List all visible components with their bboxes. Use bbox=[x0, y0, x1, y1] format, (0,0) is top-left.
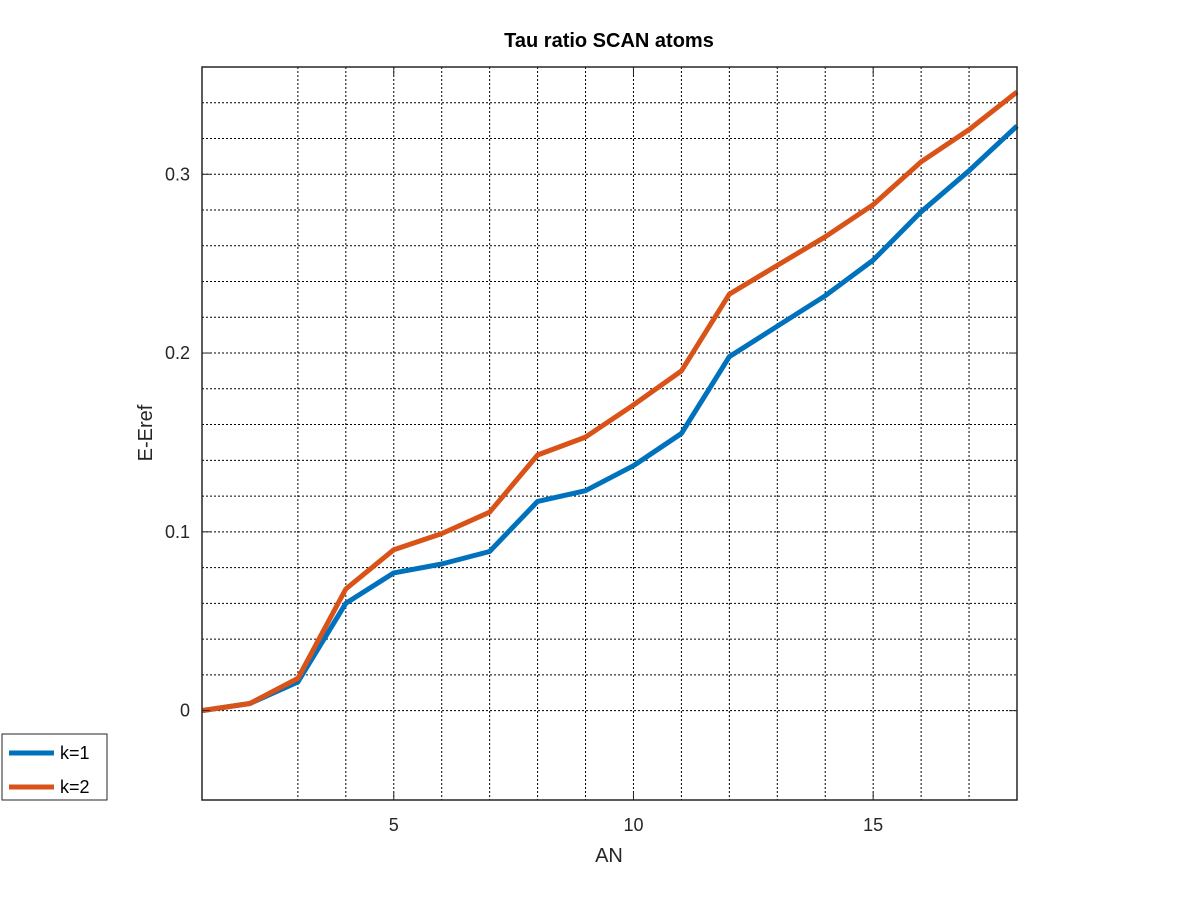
y-tick-label: 0.1 bbox=[165, 522, 190, 542]
x-tick-label: 10 bbox=[623, 815, 643, 835]
y-tick-label: 0.3 bbox=[165, 164, 190, 184]
legend-label-k1: k=1 bbox=[60, 743, 90, 763]
legend-label-k2: k=2 bbox=[60, 777, 90, 797]
y-tick-label: 0 bbox=[180, 701, 190, 721]
y-tick-label: 0.2 bbox=[165, 343, 190, 363]
series-line-2 bbox=[201, 90, 1019, 714]
x-tick-label: 5 bbox=[389, 815, 399, 835]
chart-title: Tau ratio SCAN atoms bbox=[504, 30, 714, 52]
plot-area-frame bbox=[201, 66, 1018, 801]
axis-ticks: 5 10 15 0 0.1 0.2 0.3 bbox=[165, 67, 1017, 835]
series-lines bbox=[201, 90, 1019, 714]
x-axis-label: AN bbox=[595, 845, 623, 867]
y-axis-label: E-Eref bbox=[135, 404, 157, 461]
x-tick-label: 15 bbox=[863, 815, 883, 835]
series-line-1 bbox=[201, 124, 1019, 714]
legend: k=1 k=2 bbox=[1, 733, 108, 801]
legend-box bbox=[1, 733, 108, 801]
